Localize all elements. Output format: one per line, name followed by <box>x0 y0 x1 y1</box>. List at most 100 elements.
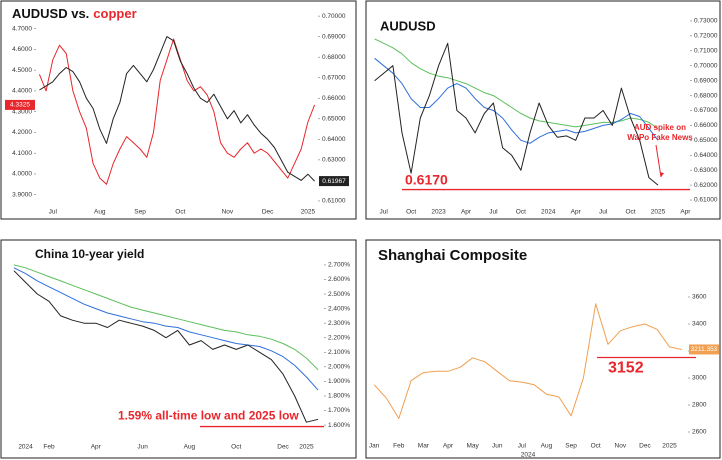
series-line <box>374 57 659 144</box>
x-tick-label: Jul <box>599 209 608 216</box>
end-label: 0.61967 <box>322 178 346 185</box>
y-tick-label: 0.69000 <box>322 33 346 40</box>
y-tick-label: 3000 <box>692 375 707 382</box>
x-tick-label: Oct <box>626 209 636 216</box>
callout-text: WaPo Fake News <box>627 133 693 142</box>
panel-frame <box>365 239 721 459</box>
x-tick-label: Sep <box>565 443 577 450</box>
x-tick-label: Dec <box>277 444 289 451</box>
y-tick-label: 4.6000 <box>12 46 32 53</box>
x-tick-label: Apr <box>443 443 454 450</box>
y-tick-label: 3.9000 <box>12 191 32 198</box>
x-tick-label: Feb <box>43 444 55 451</box>
x-tick-label: 2025 <box>301 209 316 216</box>
y-tick-label: 0.65000 <box>322 116 346 123</box>
title-part: AUDUSD vs. <box>12 6 89 21</box>
y-tick-label: 0.66000 <box>322 95 346 102</box>
x-tick-label: Jan <box>369 443 380 450</box>
y-tick-label: 0.72000 <box>694 33 718 40</box>
y-tick-label: 1.800% <box>328 393 350 400</box>
x-tick-label: Oct <box>516 209 526 216</box>
y-tick-label: 0.67000 <box>322 74 346 81</box>
y-tick-label: 0.65000 <box>694 137 718 144</box>
y-tick-label: 0.66000 <box>694 122 718 129</box>
callout-text: AUD spike on <box>634 123 686 132</box>
x-tick-label: Mar <box>418 443 430 450</box>
x-tick-label: Apr <box>680 209 691 216</box>
x-tick-label: Aug <box>184 444 196 451</box>
x-tick-label: Apr <box>571 209 582 216</box>
y-tick-label: 4.1000 <box>12 150 32 157</box>
x-tick-label: Sep <box>134 209 146 216</box>
y-tick-label: 2.100% <box>328 349 350 356</box>
panel-frame <box>0 0 357 220</box>
x-tick-label: Oct <box>406 209 416 216</box>
y-tick-label: 4.5000 <box>12 67 32 74</box>
reference-label: 3152 <box>608 360 644 377</box>
x-tick-label: Jul <box>518 443 527 450</box>
y-tick-label: 0.69000 <box>694 77 718 84</box>
y-tick-label: 0.63000 <box>322 157 346 164</box>
y-tick-label: 2.300% <box>328 320 350 327</box>
x-tick-label: May <box>466 443 479 450</box>
chart-title: AUDUSD vs. copper <box>12 6 137 21</box>
y-tick-label: 2.500% <box>328 291 350 298</box>
chart-title: Shanghai Composite <box>378 247 527 264</box>
x-tick-label: 2023 <box>431 209 446 216</box>
y-tick-label: 0.67000 <box>694 107 718 114</box>
series-line <box>373 303 682 419</box>
x-tick-label: Aug <box>541 443 553 450</box>
x-tick-label: Dec <box>262 209 274 216</box>
reference-label: 1.59% all-time low and 2025 low <box>118 409 299 423</box>
y-tick-label: 2.700% <box>328 262 350 269</box>
y-tick-label: 2.000% <box>328 364 350 371</box>
x-tick-label: Jun <box>492 443 503 450</box>
x-tick-label: 2025 <box>299 444 314 451</box>
y-tick-label: 0.73000 <box>694 18 718 25</box>
end-label-box <box>5 99 35 110</box>
y-tick-label: 0.64000 <box>694 152 718 159</box>
y-tick-label: 4.0000 <box>12 171 32 178</box>
callout-arrow <box>655 144 662 178</box>
x-tick-label: Jul <box>380 209 389 216</box>
y-tick-label: 2800 <box>692 402 707 409</box>
callout-arrowhead <box>660 172 664 178</box>
x-tick-label: Oct <box>231 444 241 451</box>
y-tick-label: 3400 <box>692 321 707 328</box>
x-tick-label: Apr <box>91 444 102 451</box>
x-tick-label: Nov <box>615 443 627 450</box>
y-tick-label: 0.70000 <box>694 62 718 69</box>
y-tick-label: 0.63000 <box>694 167 718 174</box>
y-tick-label: 4.3000 <box>12 108 32 115</box>
y-tick-label: 2.600% <box>328 276 350 283</box>
y-tick-label: 1.700% <box>328 407 350 414</box>
x-tick-label: Jun <box>137 444 148 451</box>
x-tick-label: Oct <box>175 209 185 216</box>
y-tick-label: 2.400% <box>328 305 350 312</box>
x-tick-label: 2025 <box>662 443 677 450</box>
x-tick-label: Apr <box>461 209 472 216</box>
y-tick-label: 2600 <box>692 429 707 436</box>
reference-label: 0.6170 <box>405 171 448 187</box>
series-line <box>374 42 659 186</box>
y-tick-label: 4.2000 <box>12 129 32 136</box>
chart-title: China 10-year yield <box>35 247 144 261</box>
y-tick-label: 0.68000 <box>322 54 346 61</box>
end-label: 4.3325 <box>10 102 30 109</box>
y-tick-label: 1.900% <box>328 378 350 385</box>
y-tick-label: 4.4000 <box>12 88 32 95</box>
x-group-label: 2024 <box>521 452 536 459</box>
y-tick-label: 0.64000 <box>322 136 346 143</box>
x-tick-label: Oct <box>591 443 601 450</box>
end-label: 3211.353 <box>691 346 718 353</box>
chart-title: AUDUSD <box>380 18 436 33</box>
series-line <box>13 264 319 371</box>
y-tick-label: 0.70000 <box>322 13 346 20</box>
x-tick-label: 2024 <box>18 444 33 451</box>
series-line <box>38 38 316 185</box>
y-tick-label: 0.61000 <box>322 198 346 205</box>
x-tick-label: Aug <box>94 209 106 216</box>
x-tick-label: Jul <box>489 209 498 216</box>
y-tick-label: 0.62000 <box>694 182 718 189</box>
